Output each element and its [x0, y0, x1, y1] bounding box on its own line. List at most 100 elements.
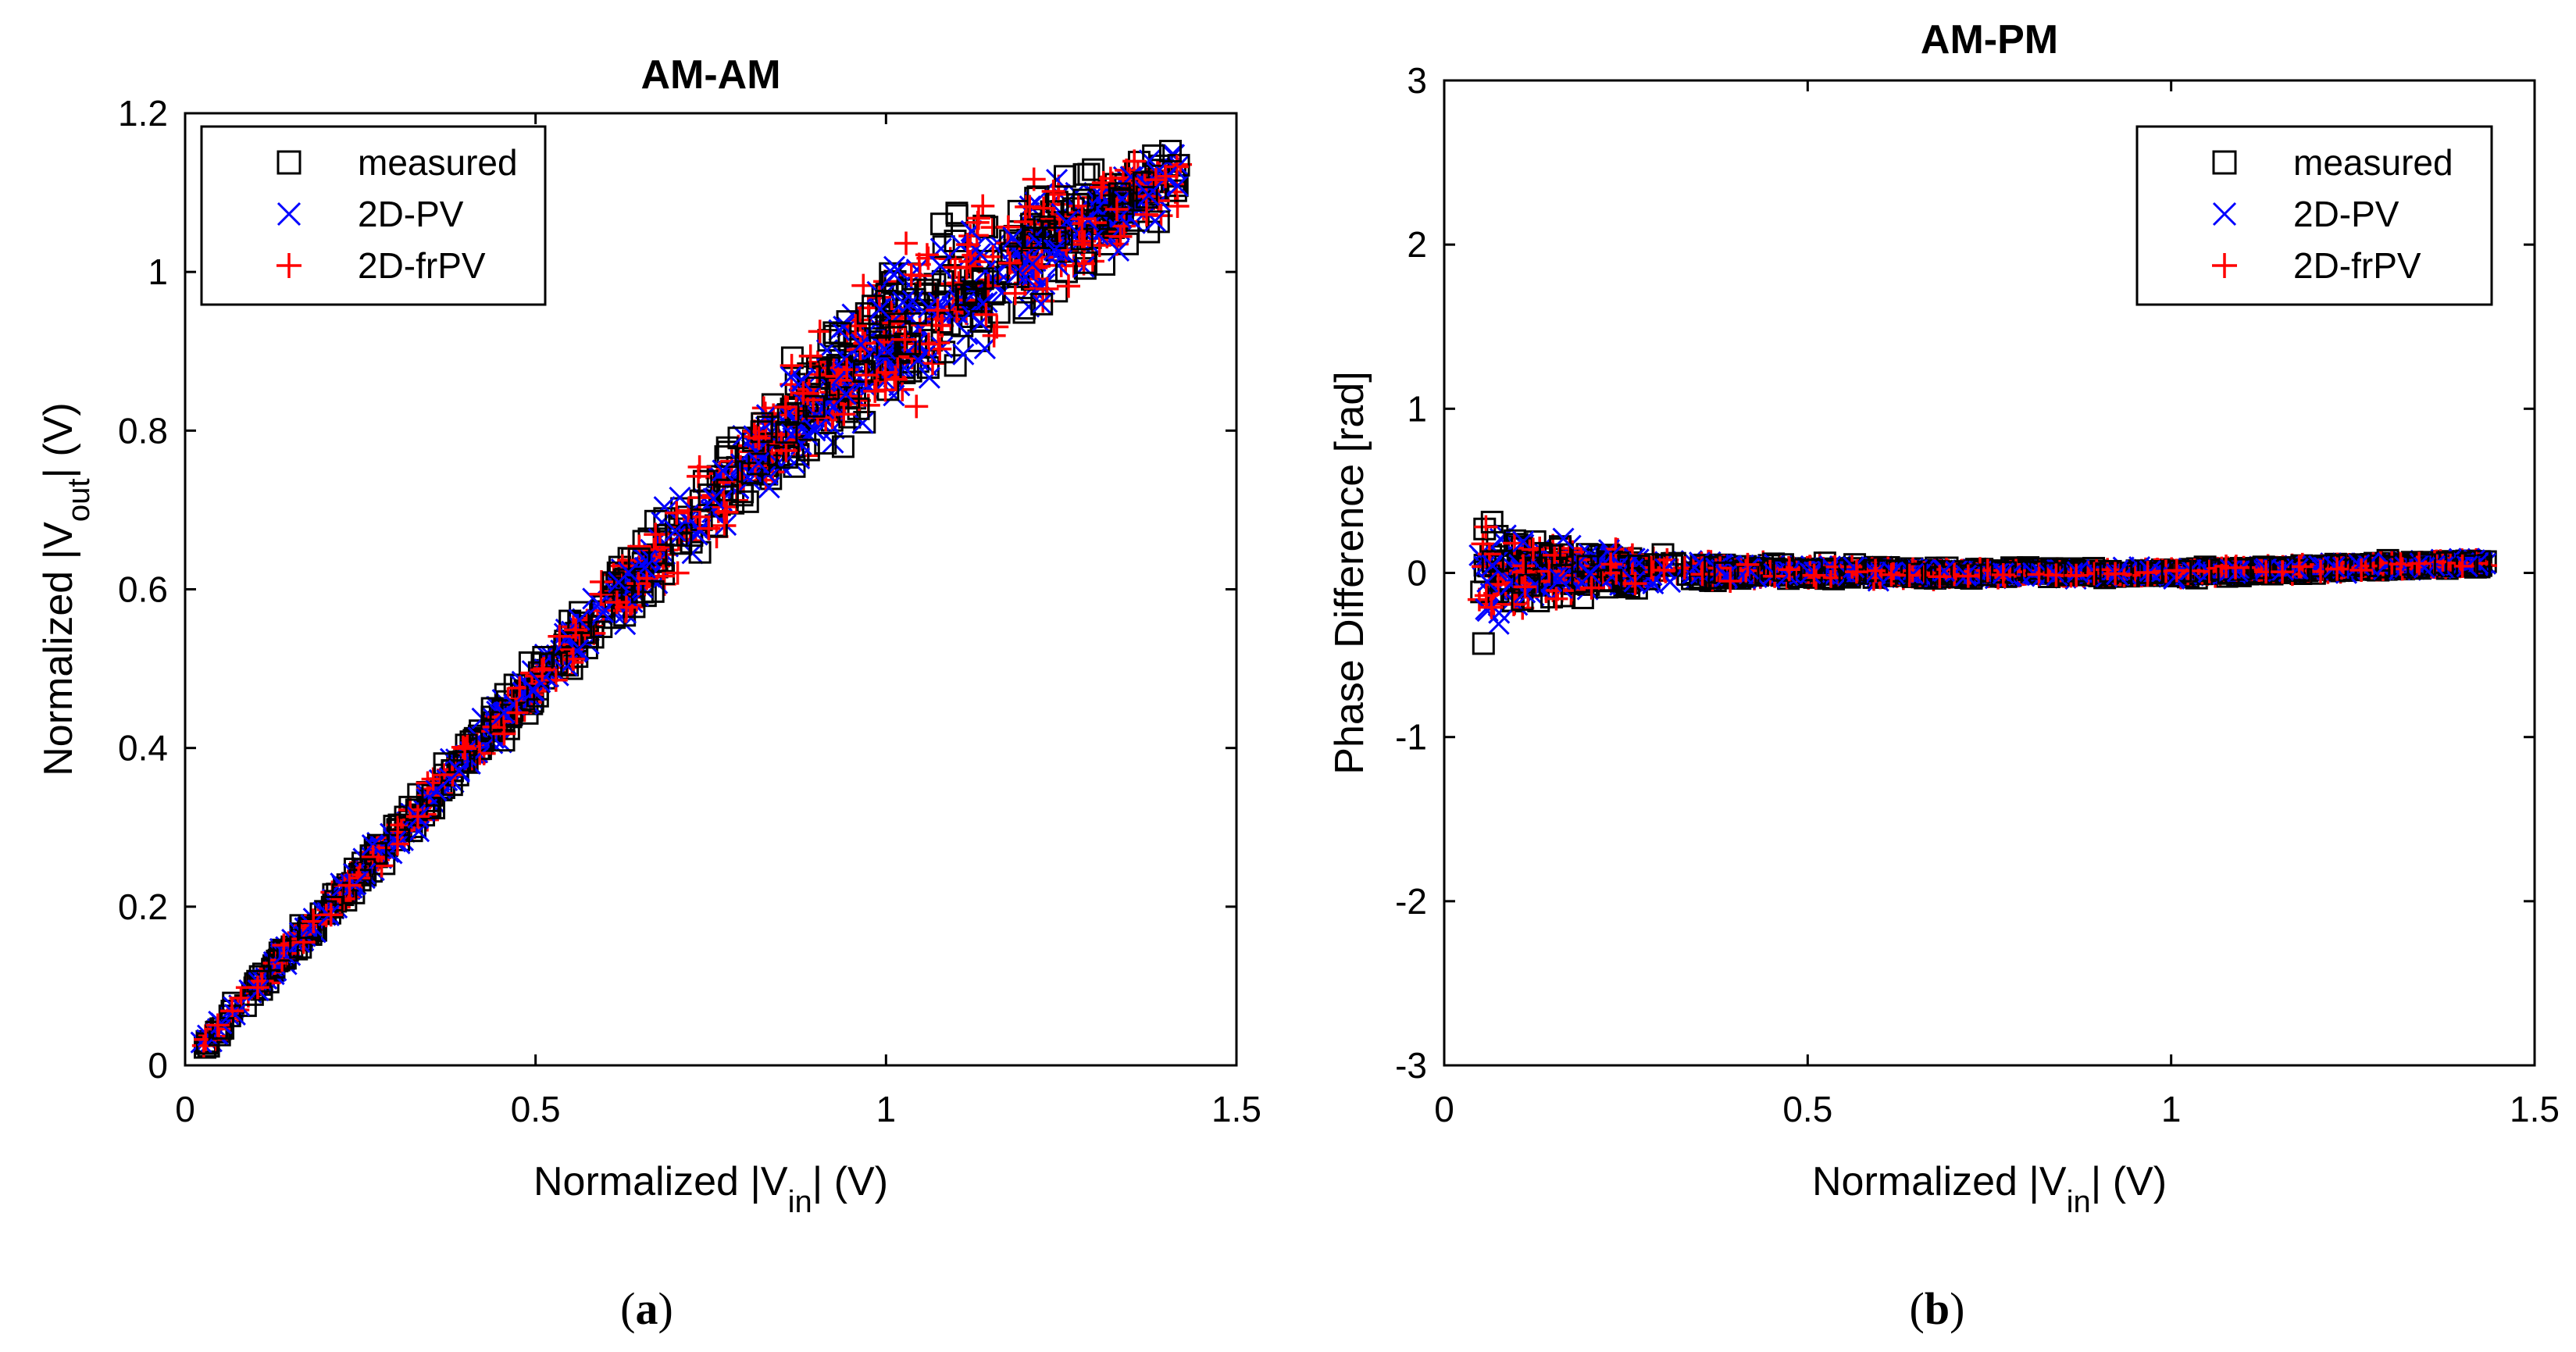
legend: measured 2D-PV 2D-frPV: [2135, 125, 2493, 306]
point-measured: [688, 540, 712, 564]
point-measured: [218, 1004, 241, 1028]
point-2D-frPV: [589, 582, 613, 606]
point-2D-frPV: [1108, 224, 1133, 248]
point-measured: [364, 842, 387, 865]
point-2D-frPV: [974, 302, 998, 326]
point-2D-frPV: [1057, 274, 1081, 298]
point-measured: [1030, 292, 1054, 316]
point-2D-PV: [883, 255, 906, 278]
point-measured: [931, 269, 954, 293]
legend-label: 2D-frPV: [2293, 245, 2421, 286]
point-2D-PV: [664, 519, 687, 542]
point-measured: [2229, 558, 2253, 581]
point-2D-PV: [1579, 562, 1602, 585]
point-2D-PV: [1002, 227, 1025, 249]
point-2D-PV: [1843, 556, 1865, 579]
x-axis-label-main: Normalized |V: [533, 1159, 788, 1204]
point-2D-PV: [1021, 252, 1044, 275]
point-2D-frPV: [773, 395, 797, 419]
point-measured: [212, 1017, 235, 1040]
point-measured: [1013, 297, 1036, 320]
point-2D-frPV: [245, 976, 269, 1000]
point-measured: [1481, 550, 1504, 573]
point-2D-frPV: [564, 618, 588, 642]
point-2D-frPV: [405, 804, 430, 829]
legend-marker-measured: [2212, 150, 2237, 175]
point-2D-frPV: [2082, 562, 2107, 586]
point-2D-frPV: [1070, 207, 1094, 231]
point-2D-PV: [448, 759, 470, 782]
x-tick-label: 0: [175, 1089, 195, 1129]
point-2D-frPV: [1928, 565, 1952, 589]
point-2D-PV: [769, 455, 793, 477]
point-2D-frPV: [971, 194, 995, 218]
y-axis-label-main: Phase Difference [rad]: [1327, 371, 1372, 774]
point-2D-frPV: [747, 426, 771, 450]
point-measured: [853, 411, 876, 434]
point-2D-PV: [493, 701, 516, 724]
point-2D-PV: [931, 336, 954, 359]
y-tick-label: 1: [1407, 388, 1427, 429]
point-2D-PV: [529, 671, 551, 694]
point-measured: [692, 469, 715, 493]
point-2D-PV: [747, 451, 770, 474]
x-axis-label-tail: | (V): [2091, 1159, 2167, 1204]
point-2D-frPV: [2404, 553, 2428, 577]
point-2D-PV: [2066, 561, 2089, 583]
subfigure-label: (b): [1910, 1283, 1965, 1334]
y-tick-label: 0.6: [118, 569, 168, 610]
point-measured: [2268, 556, 2292, 580]
point-2D-frPV: [997, 251, 1022, 275]
point-2D-frPV: [1956, 564, 1980, 588]
point-2D-PV: [973, 337, 997, 360]
point-measured: [1045, 280, 1069, 303]
point-measured: [930, 212, 954, 236]
scatter-points: [190, 139, 1193, 1059]
point-measured: [1167, 154, 1190, 177]
point-measured: [775, 421, 798, 444]
point-2D-PV: [210, 1012, 233, 1035]
x-axis-label-tail: | (V): [812, 1159, 888, 1204]
legend-label: 2D-PV: [358, 194, 464, 234]
legend-marker-2D-PV: [2212, 202, 2237, 227]
point-measured: [802, 394, 826, 418]
point-2D-PV: [1689, 551, 1711, 574]
point-measured: [831, 435, 855, 458]
point-2D-PV: [2226, 560, 2249, 583]
point-2D-frPV: [808, 319, 832, 344]
point-2D-frPV: [882, 311, 906, 335]
point-measured: [868, 316, 891, 339]
point-2D-frPV: [844, 314, 868, 338]
point-measured: [750, 420, 773, 444]
y-axis-label-main: Normalized |V: [36, 522, 81, 776]
point-2D-PV: [929, 255, 951, 277]
point-2D-frPV: [1879, 562, 1903, 587]
point-2D-frPV: [712, 495, 736, 519]
point-measured: [1077, 162, 1101, 186]
point-2D-PV: [796, 423, 819, 446]
x-axis-label: Normalized |Vin| (V): [533, 1159, 888, 1219]
point-2D-frPV: [893, 327, 917, 351]
point-2D-frPV: [615, 595, 639, 619]
point-measured: [1661, 551, 1684, 575]
point-2D-frPV: [894, 231, 919, 255]
point-2D-PV: [883, 263, 905, 286]
point-2D-frPV: [915, 243, 939, 267]
point-2D-PV: [361, 833, 384, 857]
point-2D-PV: [1799, 562, 1821, 585]
legend-marker-measured: [277, 150, 301, 175]
legend: measured 2D-PV 2D-frPV: [200, 125, 547, 306]
point-measured: [1550, 564, 1574, 587]
point-2D-frPV: [697, 516, 721, 540]
point-measured: [698, 483, 721, 507]
point-2D-frPV: [780, 354, 804, 378]
point-measured: [1066, 193, 1090, 216]
point-2D-frPV: [1802, 563, 1826, 587]
point-2D-frPV: [1502, 592, 1526, 616]
point-2D-frPV: [926, 298, 950, 323]
point-measured: [747, 452, 771, 476]
point-2D-PV: [2323, 555, 2346, 578]
point-measured: [1020, 212, 1044, 236]
point-2D-frPV: [1474, 583, 1498, 608]
point-2D-frPV: [958, 249, 983, 273]
